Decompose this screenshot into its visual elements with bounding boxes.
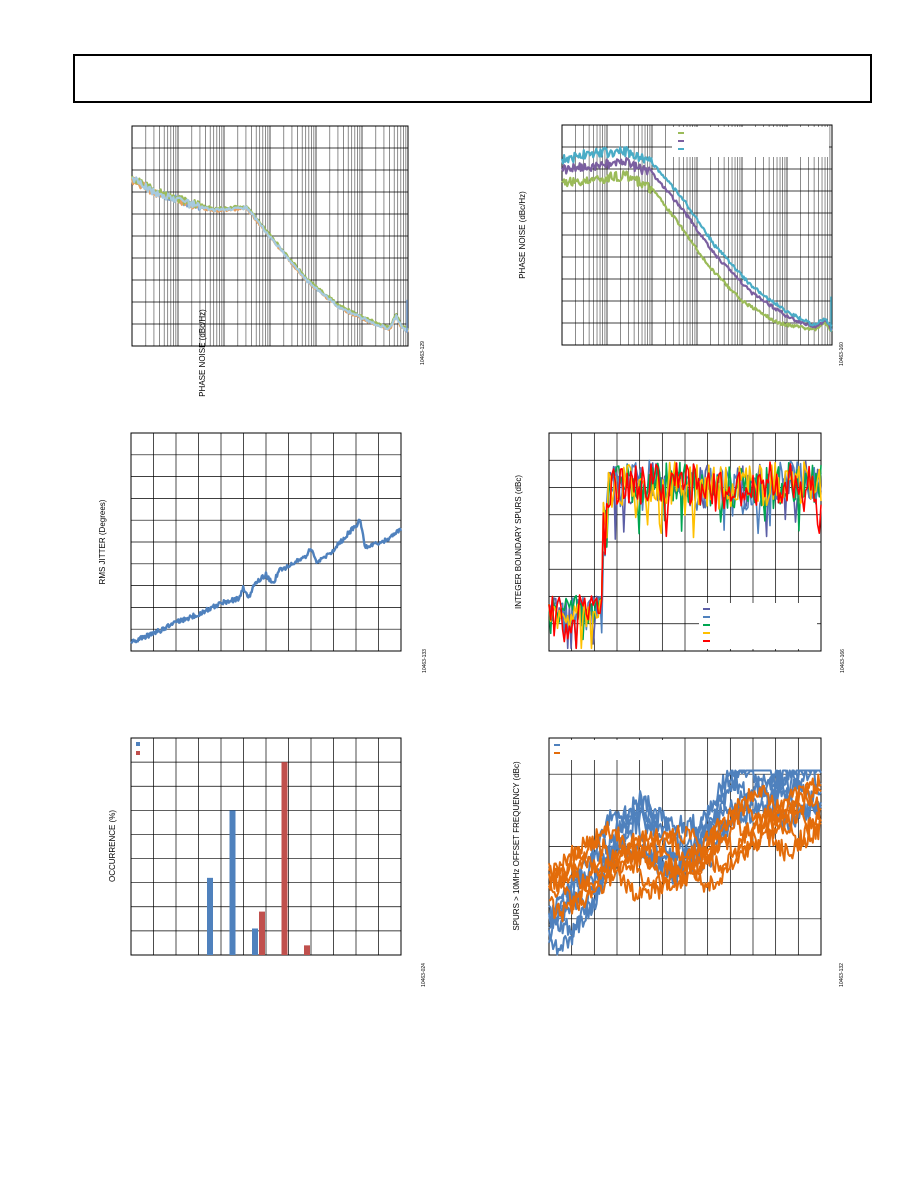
y-axis-label: PHASE NOISE (dBc/Hz) [518,191,527,279]
plot-frame [130,432,402,652]
histogram-bar [207,877,213,955]
legend-box [551,740,671,760]
series-line [560,156,833,331]
plot-grid [131,433,401,651]
plot-grid [131,738,401,955]
figure-code: 10463-133 [422,649,428,673]
phase-noise-chart-1: PHASE NOISE (dBc/Hz) 10463-129 [130,125,426,397]
plot-frame [561,124,833,346]
plot-grid [561,125,832,345]
spur-series-line [548,461,822,650]
y-axis-label: PHASE NOISE (dBc/Hz) [198,309,207,397]
plot-frame [130,737,402,956]
legend-swatch [136,742,140,746]
legend-swatch [136,751,140,755]
figure-code: 10463-166 [840,649,846,673]
series-line [131,176,409,333]
spurs-offset-frequency-chart: SPURS > 10MHz OFFSET FREQUENCY (dBc) 104… [512,737,845,987]
legend [136,742,140,755]
y-axis-label: INTEGER BOUNDARY SPURS (dBc) [514,475,523,609]
histogram-bar [281,762,288,955]
figure-code: 10463-160 [839,342,845,366]
histogram-bar [229,810,236,955]
spur-trace [548,804,821,912]
spur-trace [548,774,822,938]
plot-frame [548,737,822,956]
legend [699,603,817,649]
jitter-line [130,518,403,644]
page-header-box [73,54,872,103]
histogram-bar [259,911,265,955]
y-axis-label: OCCURRENCE (%) [108,810,117,882]
figure-code: 10463-129 [420,341,426,365]
occurrence-histogram: OCCURRENCE (%) 10463-024 [108,737,427,987]
legend [551,740,671,760]
spur-trace [548,798,822,896]
y-axis-label: RMS JITTER (Degrees) [98,499,107,584]
y-axis-label: SPURS > 10MHz OFFSET FREQUENCY (dBc) [512,761,521,931]
legend-box [699,603,817,649]
phase-noise-chart-2: PHASE NOISE (dBc/Hz) 10463-160 [518,124,845,366]
histogram-bar [304,945,310,955]
series-line [561,170,833,333]
integer-boundary-spurs-chart: INTEGER BOUNDARY SPURS (dBc) 10463-166 [514,432,846,673]
legend [672,127,829,157]
series-line [560,146,833,327]
figure-code: 10463-024 [421,963,427,987]
legend-box [672,127,829,157]
plot-frame [131,125,409,347]
spur-series-line [548,461,822,650]
spur-series-line [548,460,822,650]
figure-code: 10463-132 [839,963,845,987]
histogram-bar [252,928,258,955]
plot-frame [548,432,822,652]
plot-grid [131,126,408,346]
rms-jitter-chart: RMS JITTER (Degrees) 10463-133 [98,432,428,673]
spur-trace [548,807,822,923]
